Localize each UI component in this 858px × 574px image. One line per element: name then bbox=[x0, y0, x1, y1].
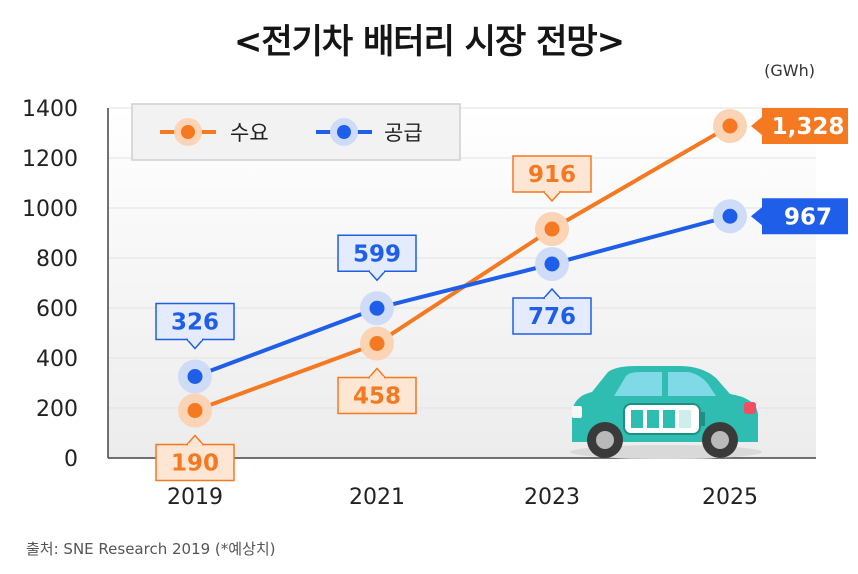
legend-item-supply: 공급 bbox=[316, 118, 423, 146]
legend: 수요 공급 bbox=[131, 103, 461, 161]
data-point-supply bbox=[187, 369, 203, 384]
series-layer bbox=[178, 109, 747, 428]
label-pointer-join bbox=[370, 376, 384, 380]
label-box bbox=[751, 108, 848, 144]
chart-title: <전기차 배터리 시장 전망> bbox=[233, 22, 625, 62]
data-point-demand bbox=[722, 118, 738, 134]
label-text: 599 bbox=[353, 241, 401, 267]
y-tick-label: 1400 bbox=[22, 97, 78, 122]
label-pointer-join bbox=[370, 269, 384, 273]
data-label-demand: 190 bbox=[155, 434, 235, 482]
label-text: 776 bbox=[528, 304, 576, 330]
data-label-demand: 916 bbox=[512, 155, 592, 203]
data-label-layer: 190 458 916 1,328 326 599 776 967 bbox=[155, 108, 848, 482]
label-pointer-join bbox=[545, 297, 559, 300]
data-point-supply bbox=[722, 208, 738, 224]
y-tick-label: 0 bbox=[64, 447, 78, 472]
x-tick-label: 2021 bbox=[349, 485, 405, 510]
label-pointer-join bbox=[188, 337, 202, 341]
data-point-supply bbox=[544, 256, 560, 272]
data-label-supply: 776 bbox=[512, 287, 592, 335]
source-note: 출처: SNE Research 2019 (*예상치) bbox=[26, 540, 276, 558]
electric-car-illustration bbox=[570, 366, 762, 459]
y-tick-label: 200 bbox=[36, 397, 78, 422]
legend-label-demand: 수요 bbox=[230, 121, 269, 145]
label-box bbox=[751, 198, 848, 235]
y-tick-label: 400 bbox=[36, 347, 78, 372]
label-text: 916 bbox=[528, 162, 576, 188]
series-line-supply bbox=[194, 214, 731, 379]
label-text: 326 bbox=[171, 310, 219, 336]
label-box bbox=[155, 443, 235, 482]
legend-label-supply: 공급 bbox=[384, 121, 423, 145]
data-label-supply: 599 bbox=[337, 234, 417, 282]
x-tick-label: 2023 bbox=[524, 485, 580, 510]
label-pointer-join bbox=[545, 190, 559, 193]
data-point-supply bbox=[369, 300, 385, 316]
data-label-supply: 326 bbox=[155, 302, 235, 350]
legend-item-demand: 수요 bbox=[160, 118, 269, 146]
x-tick-label: 2019 bbox=[167, 485, 223, 510]
label-text: 967 bbox=[784, 204, 832, 230]
data-label-demand: 458 bbox=[337, 367, 417, 415]
data-point-demand bbox=[187, 403, 203, 418]
data-label-demand: 1,328 bbox=[751, 108, 848, 144]
y-tick-label: 1200 bbox=[22, 147, 78, 172]
y-tick-label: 1000 bbox=[22, 197, 78, 222]
y-axis: 0 200 400 600 800 1000 1200 1400 bbox=[22, 97, 109, 472]
label-text: 458 bbox=[353, 384, 401, 410]
label-text: 190 bbox=[171, 451, 219, 477]
data-point-demand bbox=[544, 221, 560, 237]
label-box bbox=[337, 376, 417, 415]
data-point-demand bbox=[369, 336, 385, 351]
data-label-supply: 967 bbox=[751, 198, 848, 235]
label-pointer-join bbox=[188, 443, 202, 447]
label-box bbox=[155, 302, 235, 341]
y-tick-label: 600 bbox=[36, 297, 78, 322]
label-text: 1,328 bbox=[772, 114, 845, 140]
label-box bbox=[337, 234, 417, 272]
y-tick-label: 800 bbox=[36, 247, 78, 272]
unit-label: (GWh) bbox=[764, 61, 815, 80]
x-tick-label: 2025 bbox=[702, 485, 758, 510]
